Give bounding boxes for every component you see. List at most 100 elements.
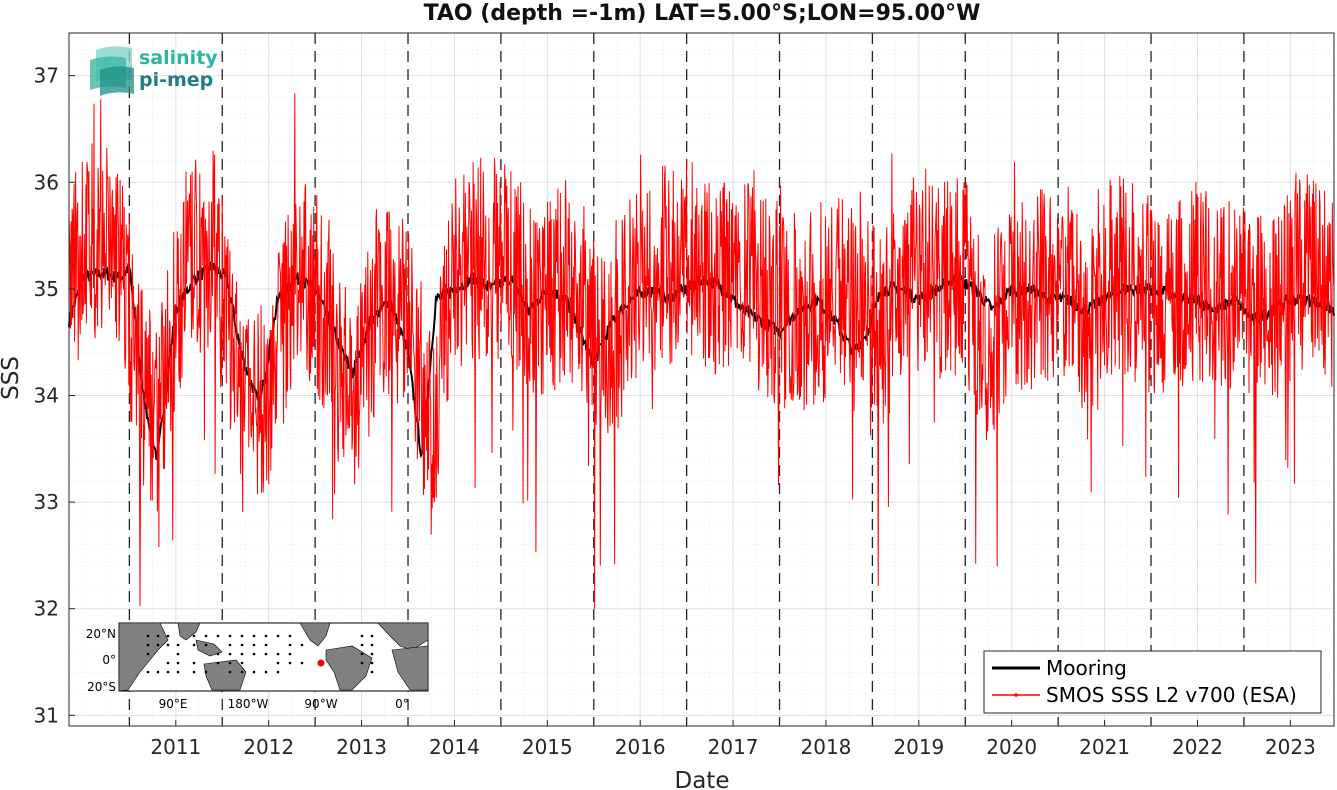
mooring-location-marker <box>317 659 325 667</box>
inset-buoy-dot <box>370 634 374 638</box>
inset-buoy-dot <box>192 634 196 638</box>
inset-lon-90w: 90°W <box>304 697 337 711</box>
inset-buoy-dot <box>252 643 256 647</box>
inset-buoy-dot <box>360 661 364 665</box>
x-tick-label: 2013 <box>336 735 387 759</box>
y-tick-label: 34 <box>34 383 59 407</box>
inset-buoy-dot <box>264 634 268 638</box>
x-tick-label: 2018 <box>801 735 852 759</box>
inset-buoy-dot <box>166 670 170 674</box>
inset-buoy-dot <box>146 643 150 647</box>
x-tick-label: 2016 <box>615 735 666 759</box>
legend: Mooring SMOS SSS L2 v700 (ESA) <box>983 650 1322 714</box>
inset-buoy-dot <box>252 670 256 674</box>
inset-map: 20°N 0° 20°S 90°E 180°W 90°W 0° <box>86 622 429 711</box>
inset-buoy-dot <box>176 661 180 665</box>
inset-buoy-dot <box>360 634 364 638</box>
inset-map-frame <box>118 622 429 692</box>
inset-buoy-dot <box>204 634 208 638</box>
y-tick-label: 37 <box>34 64 59 88</box>
inset-buoy-dot <box>228 634 232 638</box>
legend-marker-smos <box>1014 693 1018 697</box>
inset-buoy-dot <box>166 634 170 638</box>
x-tick-label: 2019 <box>893 735 944 759</box>
inset-buoy-dot <box>240 661 244 665</box>
inset-buoy-dot <box>156 634 160 638</box>
y-tick-label: 36 <box>34 170 59 194</box>
inset-landmasses <box>118 622 429 692</box>
series-smos-line <box>68 93 1335 609</box>
inset-buoy-dot <box>252 634 256 638</box>
salinity-pi-mep-logo: salinity pi-mep <box>90 46 218 96</box>
inset-buoy-dot <box>370 643 374 647</box>
plot-frame <box>68 32 1335 727</box>
data-series <box>68 93 1335 609</box>
inset-buoy-dot <box>240 652 244 656</box>
x-tick-label: 2012 <box>243 735 294 759</box>
legend-label-mooring: Mooring <box>1046 656 1127 680</box>
y-tick-label: 32 <box>34 597 59 621</box>
inset-buoy-dot <box>204 670 208 674</box>
logo-line-salinity: salinity <box>139 47 218 69</box>
legend-box <box>983 650 1322 714</box>
x-tick-label: 2022 <box>1172 735 1223 759</box>
inset-buoy-dot <box>176 652 180 656</box>
inset-lat-20n: 20°N <box>86 627 116 641</box>
inset-buoy-dot <box>228 643 232 647</box>
inset-buoy-dot <box>276 670 280 674</box>
inset-buoy-dot <box>204 643 208 647</box>
inset-buoy-dot <box>276 634 280 638</box>
inset-lon-180w: 180°W <box>228 697 269 711</box>
inset-buoy-dot <box>216 634 220 638</box>
inset-buoy-dot <box>146 634 150 638</box>
x-tick-label: 2021 <box>1079 735 1130 759</box>
inset-buoy-dot <box>288 634 292 638</box>
x-tick-label: 2011 <box>150 735 201 759</box>
inset-buoy-dot <box>370 652 374 656</box>
inset-buoy-dot <box>176 643 180 647</box>
inset-buoy-dot <box>240 634 244 638</box>
inset-buoy-dot <box>370 670 374 674</box>
y-tick-label: 33 <box>34 490 59 514</box>
inset-buoy-dot <box>240 643 244 647</box>
chart-title: TAO (depth =-1m) LAT=5.00°S;LON=95.00°W <box>424 1 981 26</box>
x-tick-label: 2015 <box>522 735 573 759</box>
inset-buoy-dot <box>240 670 244 674</box>
x-axis-label: Date <box>675 768 730 790</box>
inset-buoy-dot <box>228 670 232 674</box>
y-tick-label: 35 <box>34 277 59 301</box>
wave-logo-icon <box>90 46 134 96</box>
inset-lat-0: 0° <box>102 653 116 667</box>
inset-buoy-dot <box>276 652 280 656</box>
inset-buoy-markers <box>146 634 374 674</box>
inset-buoy-dot <box>264 643 268 647</box>
inset-buoy-dot <box>288 643 292 647</box>
inset-buoy-dot <box>176 670 180 674</box>
x-tick-label: 2023 <box>1265 735 1316 759</box>
y-tick-labels: 31 32 33 34 35 36 37 <box>34 64 75 727</box>
inset-buoy-dot <box>156 643 160 647</box>
inset-buoy-dot <box>252 652 256 656</box>
inset-buoy-dot <box>360 652 364 656</box>
x-tick-label: 2020 <box>986 735 1037 759</box>
inset-buoy-dot <box>264 652 268 656</box>
inset-buoy-dot <box>216 652 220 656</box>
x-tick-labels: 2011 2012 2013 2014 2015 2016 2017 2018 2019 2020… <box>150 720 1316 759</box>
inset-buoy-dot <box>146 670 150 674</box>
inset-lat-20s: 20°S <box>87 680 116 694</box>
inset-buoy-dot <box>216 661 220 665</box>
y-tick-label: 31 <box>34 703 59 727</box>
x-tick-label: 2014 <box>429 735 480 759</box>
inset-buoy-dot <box>288 661 292 665</box>
inset-buoy-dot <box>156 670 160 674</box>
inset-buoy-dot <box>146 652 150 656</box>
inset-buoy-dot <box>276 661 280 665</box>
inset-buoy-dot <box>300 661 304 665</box>
inset-buoy-dot <box>360 643 364 647</box>
x-tick-label: 2017 <box>708 735 759 759</box>
inset-buoy-dot <box>264 670 268 674</box>
inset-buoy-dot <box>228 652 232 656</box>
plot-area <box>68 32 1335 727</box>
inset-buoy-dot <box>166 661 170 665</box>
